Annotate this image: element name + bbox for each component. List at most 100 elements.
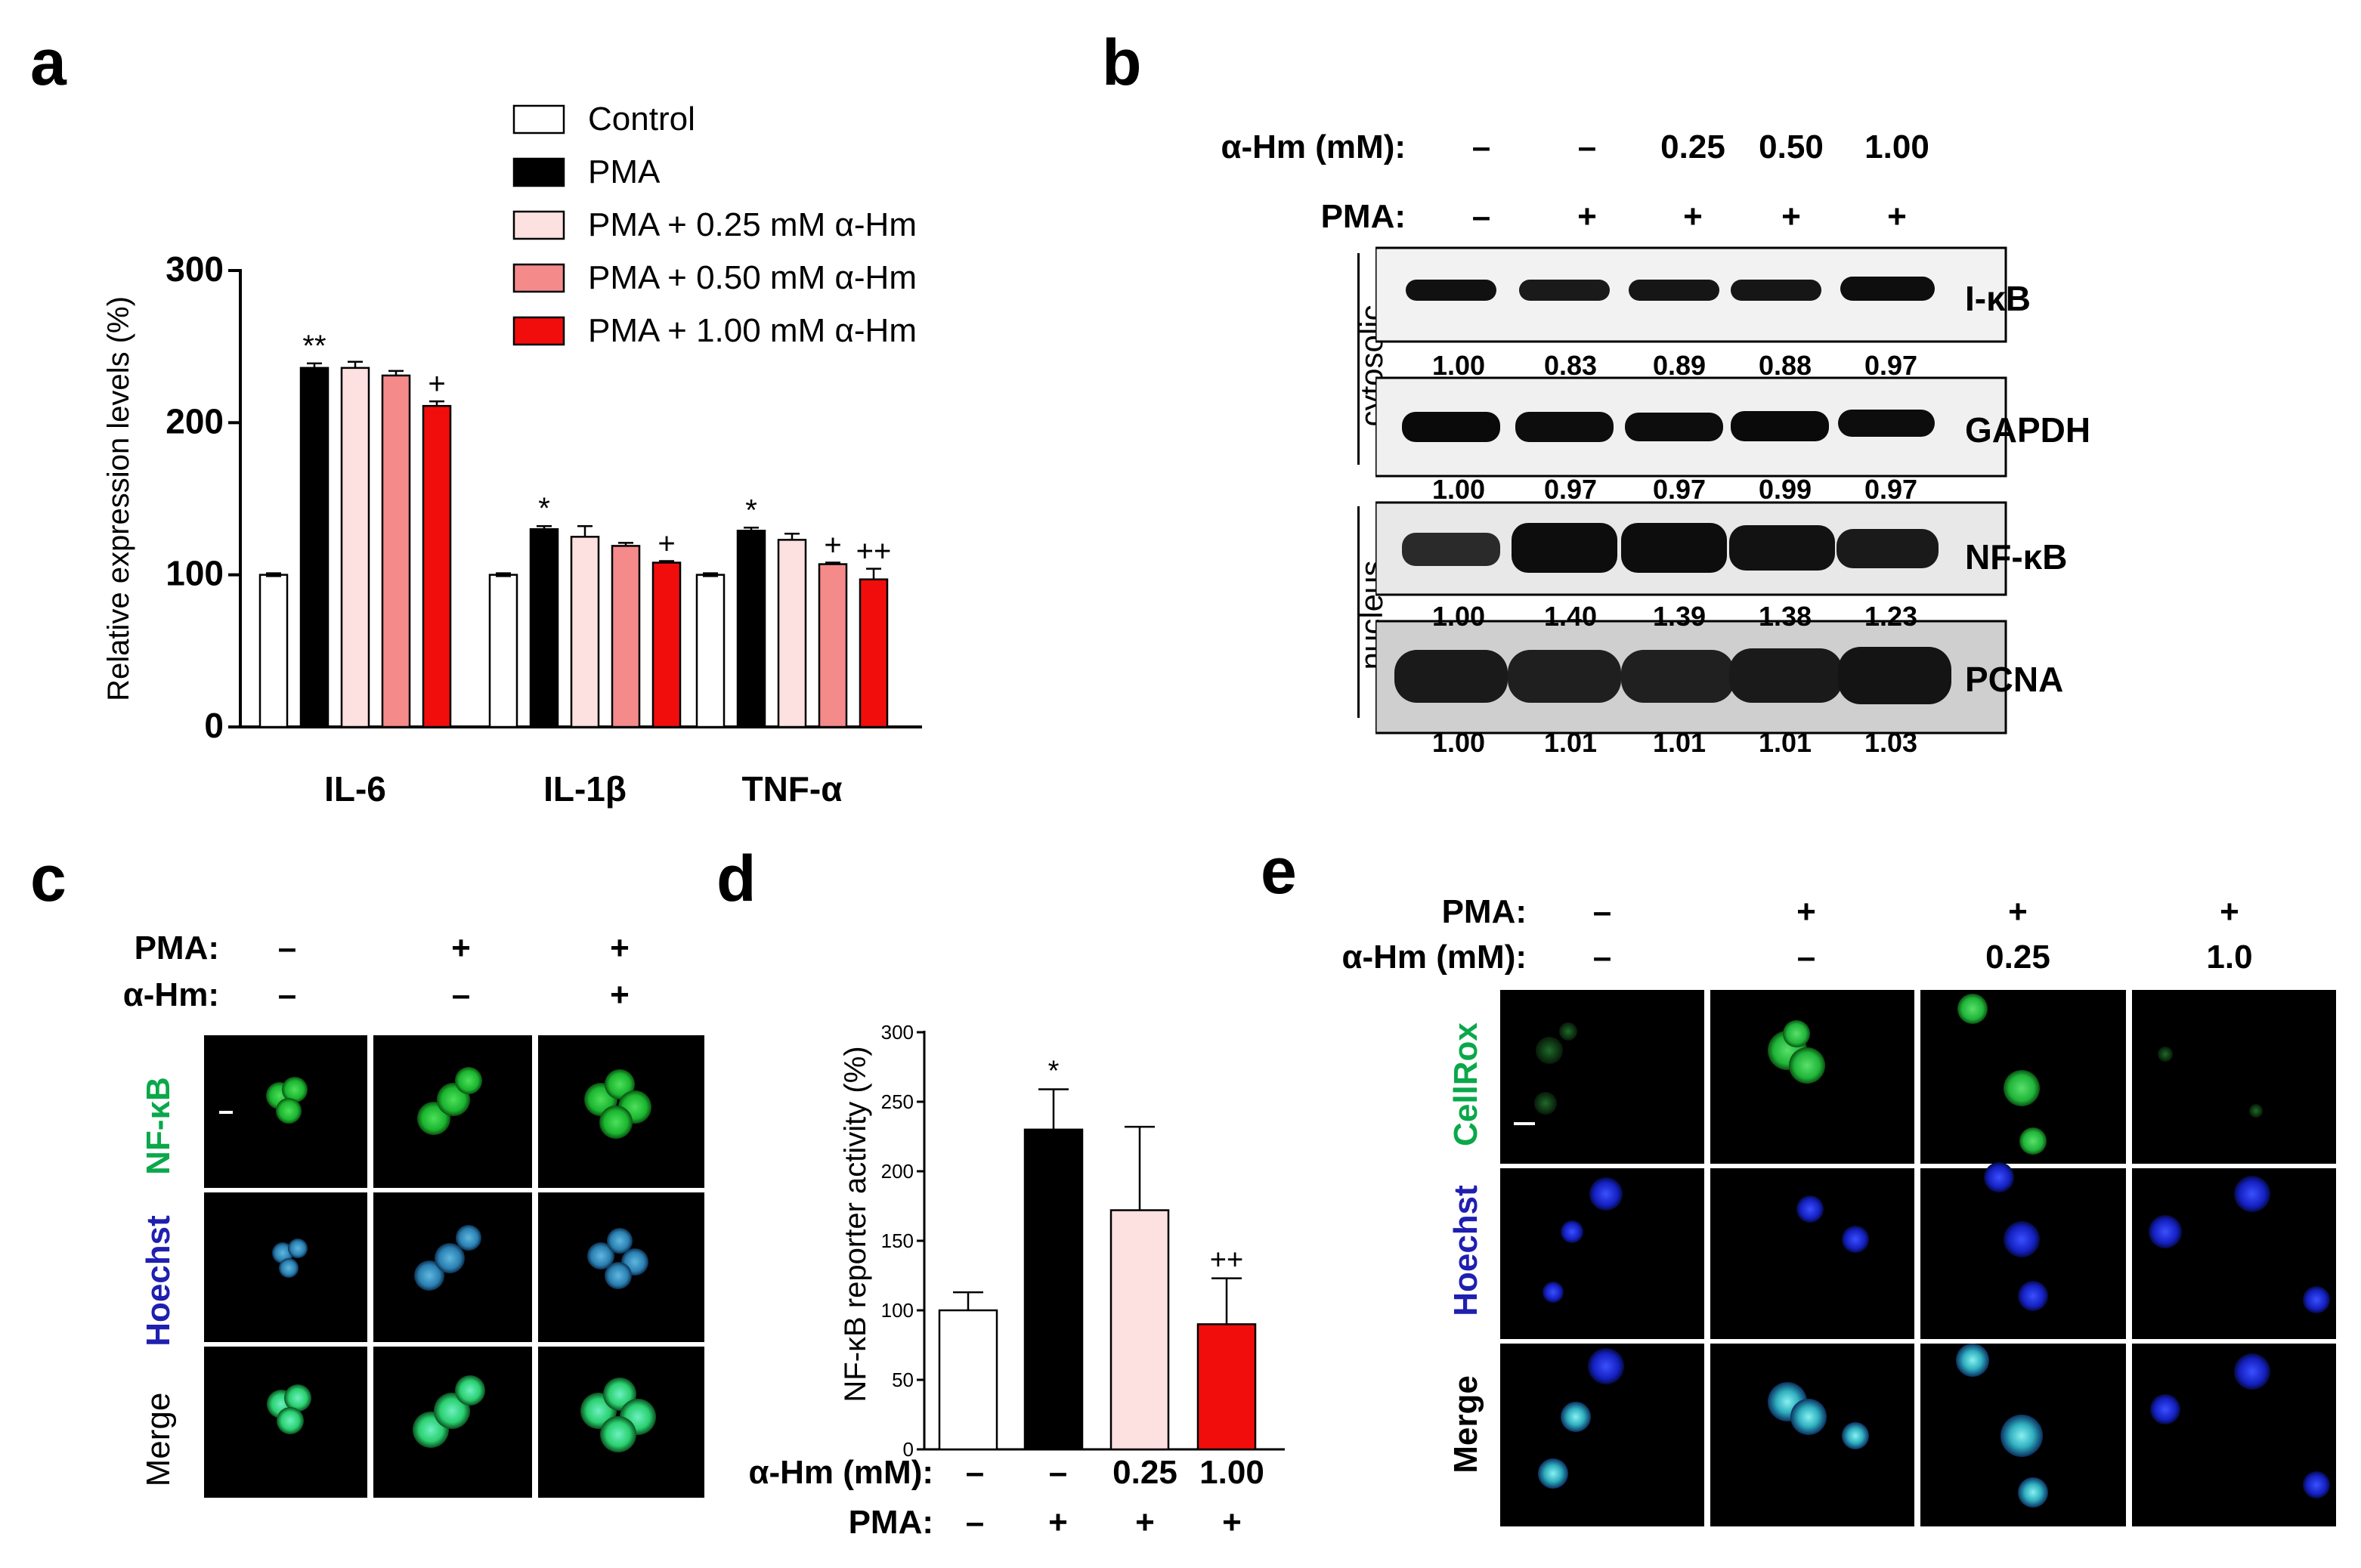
bars-a: **+*+*+ ++: [258, 329, 891, 728]
bar-a: [340, 366, 370, 728]
c-pma-label: PMA:: [134, 929, 219, 966]
significance-mark-a: +: [428, 367, 445, 401]
b-hm-value-1: –: [1471, 128, 1491, 165]
legend-label-hm050: PMA + 0.50 mM α-Hm: [588, 259, 917, 296]
y-axis-label-d: NF-κB reporter activity (%): [839, 1046, 872, 1402]
chart-d: NF-κB reporter activity (%) 0 50 100 150 200…: [839, 1021, 1285, 1461]
x-tick-label-a: IL-1β: [543, 769, 627, 809]
c-micrograph-grid: [204, 1035, 704, 1498]
band: [1515, 412, 1614, 442]
legend-swatch-hm100: [512, 316, 565, 346]
blot-nfkb: [1375, 501, 2007, 596]
e-hm-value-3: 0.25: [1985, 939, 2050, 976]
y-axis-label-a: Relative expression levels (%): [102, 296, 135, 701]
e-pma-value-1: –: [1592, 893, 1612, 930]
d-hm-value-4: 1.00: [1199, 1454, 1264, 1491]
band: [1729, 525, 1835, 571]
e-tile-merge-2: [1710, 1344, 1914, 1526]
y-tick-label-d: 200: [881, 1160, 914, 1183]
y-tick-label-d: 150: [881, 1229, 914, 1252]
e-scale-bar: [1514, 1122, 1535, 1125]
x-tick-label-a: TNF-α: [741, 769, 842, 809]
b-hm-label: α-Hm (mM):: [1221, 128, 1406, 165]
significance-mark-d: *: [1048, 1055, 1060, 1087]
panel-b: α-Hm (mM): – – 0.25 0.50 1.00 PMA: – + +…: [1088, 0, 2361, 771]
b-quant-gapdh-1: 1.00: [1431, 474, 1486, 505]
legend-swatch-control: [512, 104, 565, 135]
band: [1621, 523, 1727, 573]
b-quant-ikb-3: 0.89: [1652, 350, 1707, 381]
bar-d: [1196, 1323, 1257, 1451]
e-micrograph-grid: [1500, 990, 2336, 1526]
bar-a: [529, 528, 559, 728]
significance-mark-a: +: [824, 529, 841, 562]
d-pma-value-4: +: [1222, 1504, 1242, 1541]
b-pma-value-3: +: [1683, 198, 1703, 235]
b-hm-value-3: 0.25: [1660, 128, 1725, 165]
d-hm-value-2: –: [1048, 1454, 1068, 1491]
b-quant-gapdh-2: 0.97: [1543, 474, 1598, 505]
b-quant-nfkb-2: 1.40: [1543, 601, 1598, 632]
e-tile-merge-4: [2132, 1344, 2336, 1526]
x-tick-label-a: IL-6: [324, 769, 386, 809]
e-hm-value-4: 1.0: [2206, 939, 2253, 976]
bar-a: [422, 404, 452, 728]
bar-d: [1023, 1128, 1084, 1451]
band: [1840, 277, 1935, 301]
d-hm-label: α-Hm (mM):: [748, 1454, 933, 1491]
bar-a: [651, 561, 682, 728]
b-blot-label-nfkb: NF-κB: [1965, 537, 2068, 577]
y-tick-label-d: 0: [903, 1438, 914, 1461]
c-pma-value-3: +: [610, 929, 630, 966]
e-cells-cellrox: [1534, 994, 2263, 1155]
panel-c: PMA: – + + α-Hm: – – + NF-κB Hoechst Mer…: [0, 831, 726, 1568]
significance-mark-a: *: [745, 493, 757, 527]
y-tick-label-a: 300: [166, 249, 224, 289]
e-pma-value-3: +: [2008, 893, 2028, 930]
blot-gapdh: [1375, 376, 2007, 478]
blot-images: [1375, 246, 2007, 735]
bar-a: [777, 539, 807, 728]
e-pma-label: PMA:: [1441, 893, 1527, 930]
panel-letter-d: d: [716, 843, 757, 915]
e-tile-cellrox-1: [1500, 990, 1704, 1164]
significance-mark-a: *: [538, 492, 550, 525]
legend-swatch-hm025: [512, 210, 565, 240]
legend-label-pma: PMA: [588, 153, 661, 190]
legend-label-hm100: PMA + 1.00 mM α-Hm: [588, 312, 917, 349]
bar-a: [299, 366, 330, 728]
b-quant-gapdh-4: 0.99: [1758, 474, 1812, 505]
b-quant-ikb-1: 1.00: [1431, 350, 1486, 381]
y-tick-label-a: 100: [166, 554, 224, 593]
band: [1394, 650, 1508, 703]
d-hm-value-3: 0.25: [1112, 1454, 1177, 1491]
band: [1512, 523, 1617, 573]
band: [1508, 650, 1621, 703]
significance-mark-d: ++: [1210, 1245, 1243, 1276]
legend-swatch-hm050: [512, 263, 565, 293]
e-hm-label: α-Hm (mM):: [1341, 939, 1527, 976]
b-hm-value-2: –: [1577, 128, 1597, 165]
bar-a: [695, 574, 726, 728]
e-tile-hoechst-4: [2132, 1168, 2336, 1339]
b-quant-ikb-5: 0.97: [1864, 350, 1918, 381]
band: [1629, 280, 1719, 301]
b-quant-nfkb-1: 1.00: [1431, 601, 1486, 632]
b-pma-label: PMA:: [1320, 198, 1406, 235]
band: [1402, 533, 1500, 566]
band: [1838, 647, 1951, 704]
b-pma-value-2: +: [1577, 198, 1597, 235]
d-hm-value-1: –: [965, 1454, 985, 1491]
e-row-label-cellrox: CellRox: [1447, 1022, 1484, 1146]
y-tick-label-d: 100: [881, 1299, 914, 1322]
panel-letter-b: b: [1102, 26, 1142, 99]
b-quant-gapdh-5: 0.97: [1864, 474, 1918, 505]
blot-pcna: [1375, 620, 2007, 735]
b-fraction-bracket-2: [1357, 506, 1375, 718]
bar-a: [818, 563, 848, 728]
c-row-label-hoechst: Hoechst: [140, 1215, 177, 1347]
band: [1838, 410, 1935, 437]
e-cells-hoechst: [1543, 1162, 2330, 1313]
c-cells-nfkb: [266, 1067, 651, 1139]
b-quant-nfkb-5: 1.23: [1864, 601, 1918, 632]
